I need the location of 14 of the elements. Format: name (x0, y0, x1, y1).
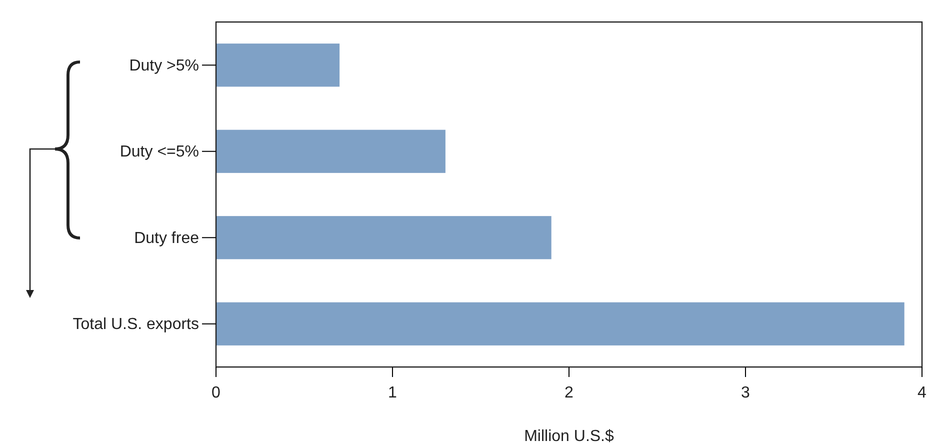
bar (216, 302, 904, 346)
y-tick-label: Duty <=5% (120, 143, 199, 160)
x-tick-label: 4 (918, 384, 927, 402)
x-tick-label: 0 (212, 384, 221, 402)
x-axis-title: Million U.S.$ (524, 428, 614, 445)
bar (216, 130, 446, 173)
y-tick-label: Duty free (134, 230, 200, 247)
y-tick-label: Total U.S. exports (72, 316, 199, 333)
bar (216, 216, 552, 260)
x-tick-label: 3 (741, 384, 750, 402)
bar (216, 44, 340, 87)
x-tick-label: 1 (388, 384, 398, 402)
x-tick-label: 2 (564, 384, 574, 402)
y-tick-label: Duty >5% (129, 57, 199, 74)
